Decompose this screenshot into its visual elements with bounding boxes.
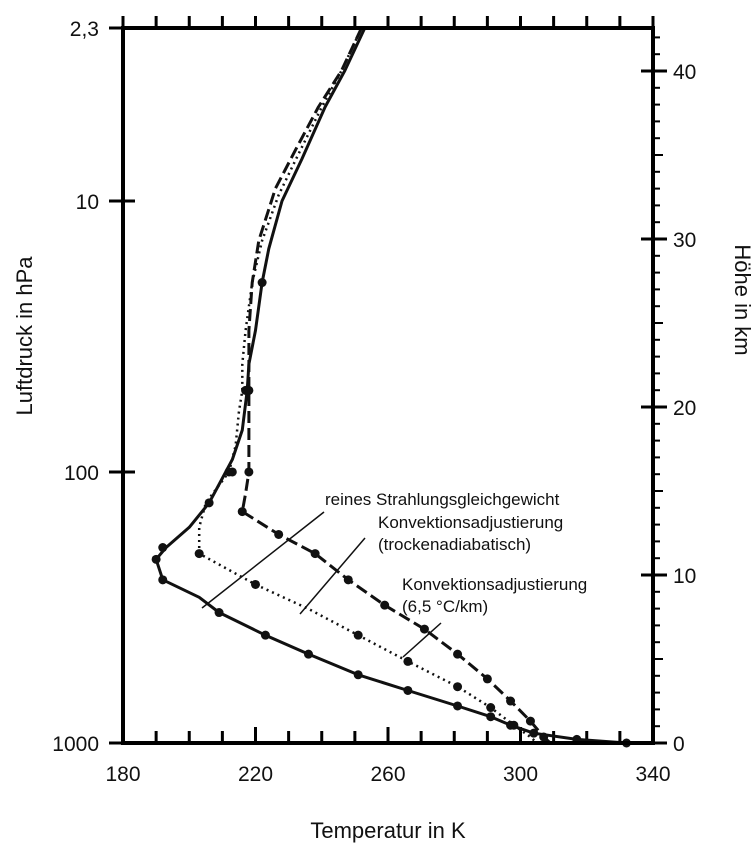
data-point-dashed [237, 507, 247, 517]
data-point-solid [260, 630, 270, 640]
data-point-dashed [419, 624, 429, 634]
data-point-dotted [241, 385, 251, 395]
data-point-dashed [380, 600, 390, 610]
y-tick-label: 100 [64, 462, 99, 485]
series-line-solid [154, 27, 627, 745]
data-point-solid [486, 712, 496, 722]
data-point-solid [529, 728, 539, 738]
anno-layer: reines Strahlungsgleichgewicht Konvektion… [201, 490, 587, 658]
data-point-solid [257, 278, 267, 288]
y2-tick-label: 10 [673, 565, 696, 588]
annotation-label: (6,5 °C/km) [402, 597, 488, 616]
data-point-solid [151, 554, 161, 564]
annotation-label: Konvektionsadjustierung [402, 575, 587, 594]
labels-layer: 180 220 260 300 340 2,3 10 100 1000 0 10 20 30 40 [52, 18, 696, 786]
data-point-solid [204, 498, 214, 508]
y2-tick-label: 0 [673, 733, 685, 756]
ticks-layer [109, 16, 667, 745]
data-point-dotted [224, 467, 234, 477]
data-point-solid [453, 701, 463, 711]
data-point-solid [158, 543, 168, 553]
x-tick-label: 340 [635, 763, 670, 786]
y2-axis-title: Höhe in km [730, 244, 753, 355]
data-point-dashed [274, 529, 284, 539]
data-point-dotted [403, 656, 413, 666]
annotation-leader [299, 537, 366, 615]
data-point-solid [304, 649, 313, 659]
y2-tick-label: 30 [673, 229, 696, 252]
data-point-dashed [506, 696, 516, 706]
data-point-dotted [453, 682, 463, 692]
y-tick-label: 10 [76, 191, 99, 214]
x-tick-label: 180 [105, 763, 140, 786]
data-point-dashed [453, 649, 463, 659]
annotation-label: Konvektionsadjustierung [378, 513, 563, 532]
annotation-label: (trockenadiabatisch) [378, 535, 531, 554]
x-tick-label: 220 [238, 763, 273, 786]
lines-layer [154, 27, 627, 745]
y-tick-label: 2,3 [70, 18, 99, 41]
data-point-dotted [194, 549, 204, 559]
annotation-leader [402, 622, 442, 658]
x-tick-label: 300 [503, 763, 538, 786]
x-tick-label: 260 [370, 763, 405, 786]
y2-tick-label: 40 [673, 61, 696, 84]
data-point-solid [214, 608, 224, 618]
y2-tick-label: 20 [673, 397, 696, 420]
data-point-dashed [539, 732, 549, 742]
annotation-label: reines Strahlungsgleichgewicht [325, 490, 560, 509]
plot-frame [121, 26, 655, 745]
markers-layer [151, 278, 631, 748]
series-line-dashed [240, 27, 552, 745]
data-point-dashed [244, 467, 254, 477]
data-point-dashed [525, 716, 535, 726]
data-point-solid [353, 670, 363, 680]
data-point-solid [158, 575, 168, 585]
data-point-dotted [486, 703, 496, 713]
annotation-leader [201, 511, 325, 609]
data-point-dashed [482, 674, 492, 684]
data-point-dashed [343, 575, 353, 585]
data-point-dotted [509, 720, 519, 730]
x-axis-title: Temperatur in K [310, 818, 466, 843]
data-point-dotted [251, 579, 260, 589]
data-point-dashed [310, 549, 320, 559]
y-tick-label: 1000 [52, 733, 99, 756]
data-point-solid [403, 685, 413, 695]
data-point-dotted [353, 630, 363, 640]
y-axis-title: Luftdruck in hPa [12, 256, 37, 416]
